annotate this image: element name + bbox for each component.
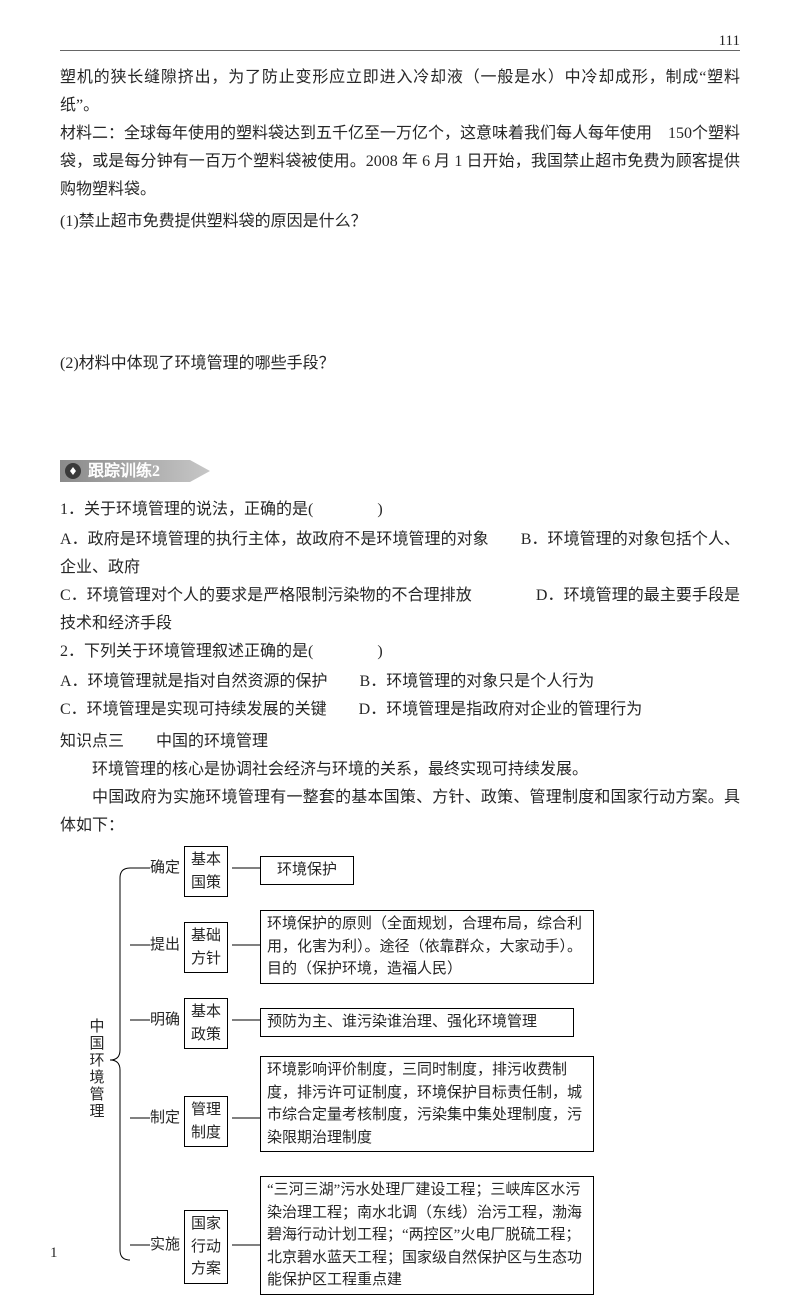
label-1: 基础 方针	[184, 922, 228, 973]
diagram: 中国环境管理 确定 基本 国策 环境保护 提出 基础 方针 环境保护的原则（全面…	[80, 850, 740, 1280]
mc1-options: A．政府是环境管理的执行主体，故政府不是环境管理的对象 B．环境管理的对象包括个…	[60, 526, 740, 638]
answer-space-2	[60, 378, 740, 448]
badge-icon: 跟踪训练2	[60, 456, 220, 486]
verb-1: 提出	[150, 934, 180, 957]
desc-0: 环境保护	[260, 856, 354, 885]
question-2: (2)材料中体现了环境管理的哪些手段？	[60, 350, 740, 378]
label-4: 国家 行动 方案	[184, 1210, 228, 1284]
mc2-stem: 2．下列关于环境管理叙述正确的是( )	[60, 638, 740, 666]
label-3: 管理 制度	[184, 1096, 228, 1147]
desc-3: 环境影响评价制度，三同时制度，排污收费制度，排污许可证制度，环境保护目标责任制，…	[260, 1056, 594, 1152]
kp-body-2: 中国政府为实施环境管理有一整套的基本国策、方针、政策、管理制度和国家行动方案。具…	[60, 784, 740, 840]
verb-0: 确定	[150, 857, 180, 880]
top-rule	[60, 50, 740, 51]
desc-4: “三河三湖”污水处理厂建设工程；三峡库区水污染治理工程；南水北调（东线）治污工程…	[260, 1176, 594, 1295]
intro-para-2: 材料二：全球每年使用的塑料袋达到五千亿至一万亿个，这意味着我们每人每年使用 15…	[60, 120, 740, 204]
question-1: (1)禁止超市免费提供塑料袋的原因是什么？	[60, 208, 740, 236]
badge-text: 跟踪训练2	[88, 461, 160, 480]
kp-title: 知识点三 中国的环境管理	[60, 728, 740, 756]
label-0: 基本 国策	[184, 846, 228, 897]
section-badge: 跟踪训练2	[60, 456, 220, 486]
footer-one: 1	[50, 1240, 58, 1266]
content-area: 塑机的狭长缝隙挤出，为了防止变形应立即进入冷却液（一般是水）中冷却成形，制成“塑…	[60, 64, 740, 1280]
intro-para-1: 塑机的狭长缝隙挤出，为了防止变形应立即进入冷却液（一般是水）中冷却成形，制成“塑…	[60, 64, 740, 120]
desc-1: 环境保护的原则（全面规划，合理布局，综合利用，化害为利）。途径（依靠群众，大家动…	[260, 910, 594, 984]
desc-2: 预防为主、谁污染谁治理、强化环境管理	[260, 1008, 574, 1037]
diagram-root: 中国环境管理	[84, 1018, 107, 1120]
answer-space-1	[60, 236, 740, 346]
label-2: 基本 政策	[184, 998, 228, 1049]
page: 111 塑机的狭长缝隙挤出，为了防止变形应立即进入冷却液（一般是水）中冷却成形，…	[0, 0, 800, 1132]
verb-3: 制定	[150, 1107, 180, 1130]
verb-2: 明确	[150, 1009, 180, 1032]
verb-4: 实施	[150, 1234, 180, 1257]
mc2-options: A．环境管理就是指对自然资源的保护 B．环境管理的对象只是个人行为 C．环境管理…	[60, 668, 740, 724]
mc1-stem: 1．关于环境管理的说法，正确的是( )	[60, 496, 740, 524]
kp-body-1: 环境管理的核心是协调社会经济与环境的关系，最终实现可持续发展。	[60, 756, 740, 784]
